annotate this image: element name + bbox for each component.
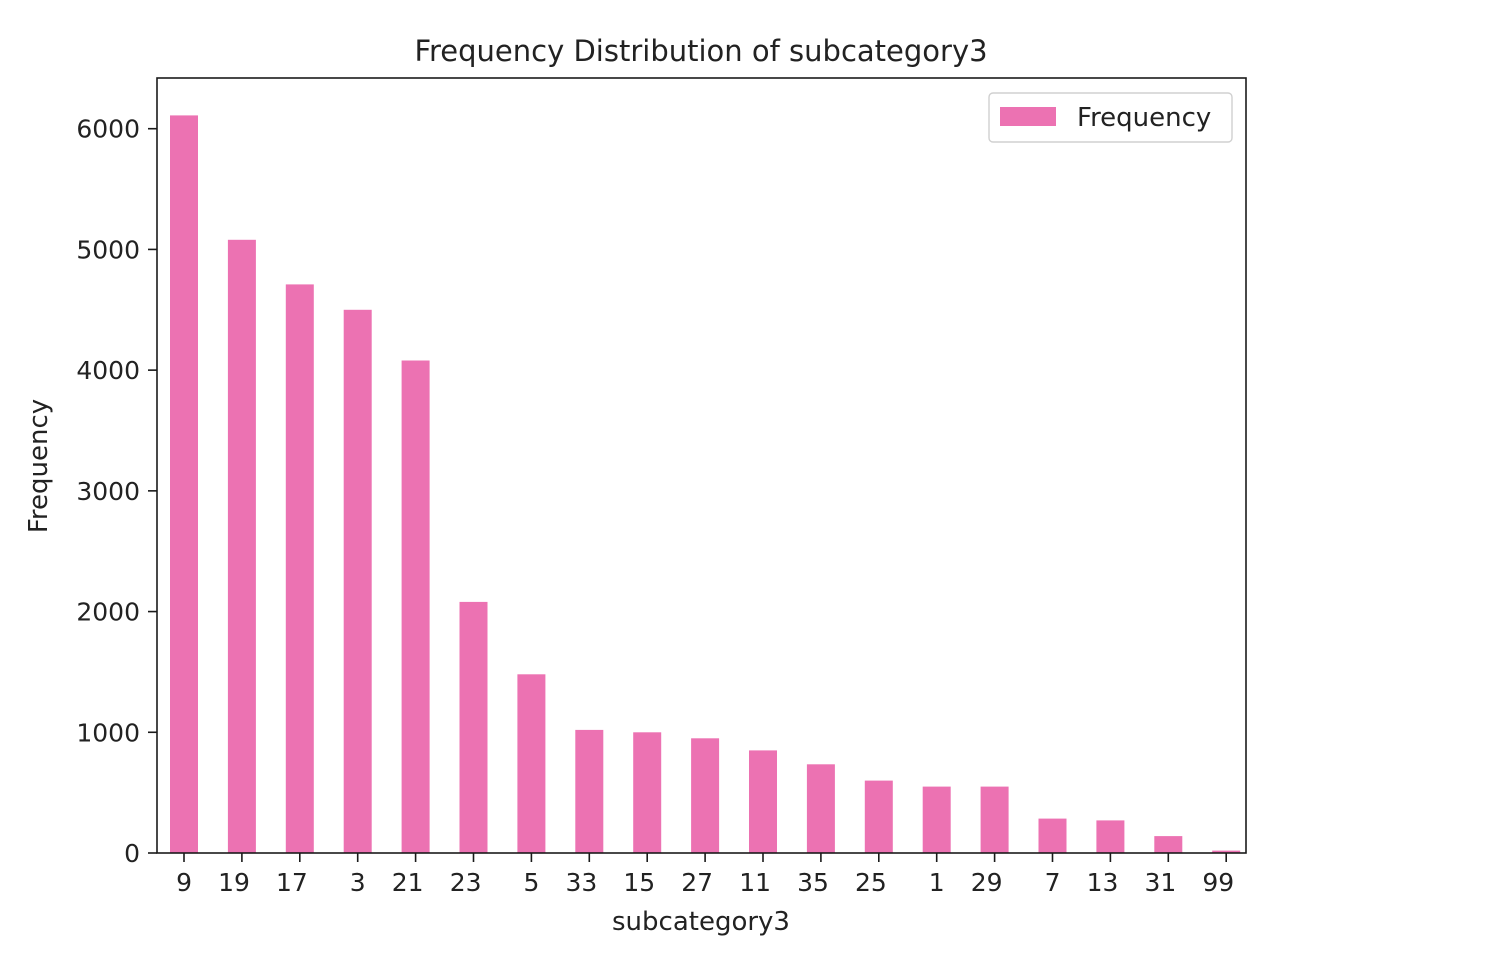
- bar-29: [980, 786, 1009, 853]
- chart-title: Frequency Distribution of subcategory3: [414, 34, 987, 68]
- x-tick-label-1: 1: [929, 868, 945, 897]
- bar-5: [517, 674, 546, 853]
- y-tick-label-2000: 2000: [76, 598, 140, 627]
- x-axis: 9 19 17 3 21 23 5 33 15 27 11 35 25 1 29 7 13 31 99: [176, 853, 1234, 897]
- plot-frame: [156, 77, 1247, 854]
- bar-23: [459, 601, 488, 853]
- bar-19: [227, 239, 256, 854]
- bar-35: [806, 764, 835, 853]
- bar-99: [1212, 850, 1241, 853]
- y-axis-label: Frequency: [24, 399, 54, 533]
- x-tick-label-11: 11: [739, 868, 771, 897]
- x-tick-label-13: 13: [1087, 868, 1119, 897]
- bar-11: [749, 750, 777, 853]
- bar-3: [343, 309, 372, 853]
- legend-swatch: [1000, 107, 1056, 126]
- legend-box: [988, 92, 1233, 143]
- bar-33: [575, 729, 604, 853]
- bar-17: [285, 284, 314, 853]
- x-tick-label-99: 99: [1202, 868, 1234, 897]
- y-axis: 0 1000 2000 3000 4000 5000 6000: [76, 115, 157, 868]
- plot-area: [170, 115, 1241, 854]
- x-tick-label-3: 3: [350, 868, 366, 897]
- bar-25: [864, 780, 893, 853]
- bar-15: [633, 732, 662, 853]
- x-tick-label-27: 27: [681, 868, 713, 897]
- x-tick-label-21: 21: [392, 868, 424, 897]
- legend-label: Frequency: [1077, 103, 1211, 133]
- bar-21: [401, 360, 430, 853]
- bar-7: [1038, 818, 1067, 853]
- x-tick-label-7: 7: [1045, 868, 1061, 897]
- x-tick-label-9: 9: [176, 868, 192, 897]
- legend: Frequency: [988, 92, 1233, 143]
- x-tick-label-33: 33: [565, 868, 597, 897]
- y-tick-label-4000: 4000: [76, 356, 140, 385]
- bar-1: [922, 786, 951, 853]
- x-tick-label-17: 17: [276, 868, 308, 897]
- bar-13: [1096, 820, 1125, 853]
- y-tick-label-5000: 5000: [76, 235, 140, 264]
- x-tick-label-23: 23: [450, 868, 482, 897]
- y-tick-label-6000: 6000: [76, 115, 140, 144]
- x-tick-label-5: 5: [523, 868, 539, 897]
- x-tick-label-31: 31: [1144, 868, 1176, 897]
- y-tick-label-0: 0: [124, 839, 140, 868]
- bar-27: [691, 738, 720, 853]
- x-tick-label-15: 15: [623, 868, 655, 897]
- x-tick-label-29: 29: [971, 868, 1003, 897]
- x-tick-label-25: 25: [855, 868, 887, 897]
- x-tick-label-19: 19: [218, 868, 250, 897]
- x-axis-label: subcategory3: [612, 907, 790, 937]
- x-tick-label-35: 35: [797, 868, 829, 897]
- bar-9: [170, 115, 198, 853]
- bar-31: [1154, 836, 1183, 853]
- y-tick-label-1000: 1000: [76, 718, 140, 747]
- y-tick-label-3000: 3000: [76, 477, 140, 506]
